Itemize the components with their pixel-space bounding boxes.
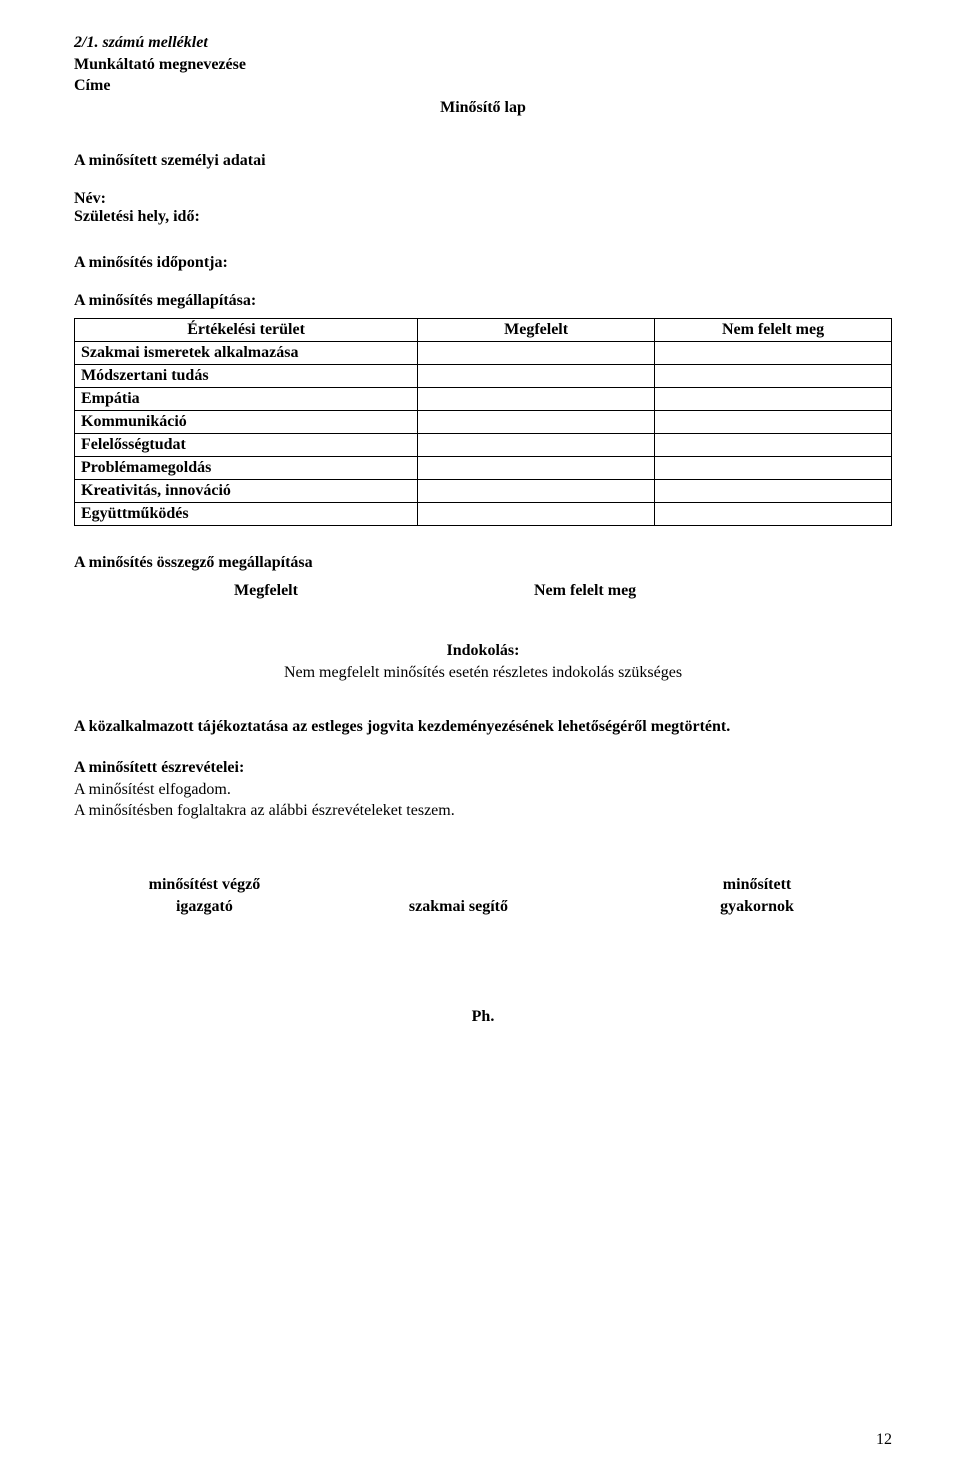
row-fail-cell (655, 411, 892, 434)
sig-assessor-line1: minősítést végző (114, 874, 295, 896)
signature-col-helper: szakmai segítő (295, 874, 622, 918)
row-fail-cell (655, 457, 892, 480)
employer-label: Munkáltató megnevezése (74, 54, 892, 76)
sig-helper-line1: szakmai segítő (295, 896, 622, 918)
signature-row: minősítést végző igazgató szakmai segítő… (74, 874, 892, 918)
row-label: Együttműködés (75, 503, 418, 526)
table-row: Problémamegoldás (75, 457, 892, 480)
header-block: 2/1. számú melléklet Munkáltató megnevez… (74, 32, 892, 118)
table-row: Felelősségtudat (75, 434, 892, 457)
row-label: Felelősségtudat (75, 434, 418, 457)
evaluation-table: Értékelési terület Megfelelt Nem felelt … (74, 318, 892, 526)
row-fail-cell (655, 434, 892, 457)
signature-col-assessee: minősített gyakornok (622, 874, 892, 918)
row-pass-cell (418, 411, 655, 434)
dispute-info: A közalkalmazott tájékoztatása az estleg… (74, 716, 892, 738)
page-number: 12 (876, 1431, 892, 1449)
sig-assessee-line1: minősített (622, 874, 892, 896)
row-pass-cell (418, 457, 655, 480)
ph-stamp: Ph. (74, 1008, 892, 1026)
name-label: Név: (74, 190, 892, 208)
summary-fail: Nem felelt meg (534, 582, 636, 600)
row-fail-cell (655, 342, 892, 365)
remarks-section: A minősített észrevételei: A minősítést … (74, 757, 892, 822)
row-label: Kommunikáció (75, 411, 418, 434)
table-row: Kreativitás, innováció (75, 480, 892, 503)
justification-heading: Indokolás: (74, 640, 892, 662)
row-label: Empátia (75, 388, 418, 411)
row-pass-cell (418, 480, 655, 503)
row-fail-cell (655, 365, 892, 388)
personal-data-section: A minősített személyi adatai Név: Szület… (74, 152, 892, 226)
summary-section: A minősítés összegző megállapítása Megfe… (74, 554, 892, 600)
row-fail-cell (655, 388, 892, 411)
sig-assessee-line2: gyakornok (622, 896, 892, 918)
table-header-row: Értékelési terület Megfelelt Nem felelt … (75, 319, 892, 342)
justification-section: Indokolás: Nem megfelelt minősítés eseté… (74, 640, 892, 683)
row-label: Problémamegoldás (75, 457, 418, 480)
assessment-finding-label: A minősítés megállapítása: (74, 292, 892, 310)
attachment-label: 2/1. számú melléklet (74, 32, 892, 54)
birth-label: Születési hely, idő: (74, 208, 892, 226)
table-row: Szakmai ismeretek alkalmazása (75, 342, 892, 365)
row-pass-cell (418, 388, 655, 411)
personal-data-heading: A minősített személyi adatai (74, 152, 892, 170)
row-fail-cell (655, 480, 892, 503)
form-title: Minősítő lap (74, 97, 892, 119)
remarks-line2: A minősítésben foglaltakra az alábbi ész… (74, 800, 892, 822)
col-pass: Megfelelt (418, 319, 655, 342)
row-label: Módszertani tudás (75, 365, 418, 388)
assessment-dates-section: A minősítés időpontja: A minősítés megál… (74, 254, 892, 310)
summary-pass: Megfelelt (234, 582, 534, 600)
signature-col-assessor: minősítést végző igazgató (74, 874, 295, 918)
row-label: Szakmai ismeretek alkalmazása (75, 342, 418, 365)
row-fail-cell (655, 503, 892, 526)
row-label: Kreativitás, innováció (75, 480, 418, 503)
col-area: Értékelési terület (75, 319, 418, 342)
row-pass-cell (418, 503, 655, 526)
table-row: Együttműködés (75, 503, 892, 526)
table-row: Empátia (75, 388, 892, 411)
address-label: Címe (74, 75, 892, 97)
row-pass-cell (418, 342, 655, 365)
sig-assessor-line2: igazgató (114, 896, 295, 918)
remarks-heading: A minősített észrevételei: (74, 757, 892, 779)
table-row: Módszertani tudás (75, 365, 892, 388)
summary-heading: A minősítés összegző megállapítása (74, 554, 892, 572)
assessment-date-label: A minősítés időpontja: (74, 254, 892, 272)
row-pass-cell (418, 365, 655, 388)
row-pass-cell (418, 434, 655, 457)
table-row: Kommunikáció (75, 411, 892, 434)
remarks-line1: A minősítést elfogadom. (74, 779, 892, 801)
col-fail: Nem felelt meg (655, 319, 892, 342)
justification-text: Nem megfelelt minősítés esetén részletes… (74, 662, 892, 684)
